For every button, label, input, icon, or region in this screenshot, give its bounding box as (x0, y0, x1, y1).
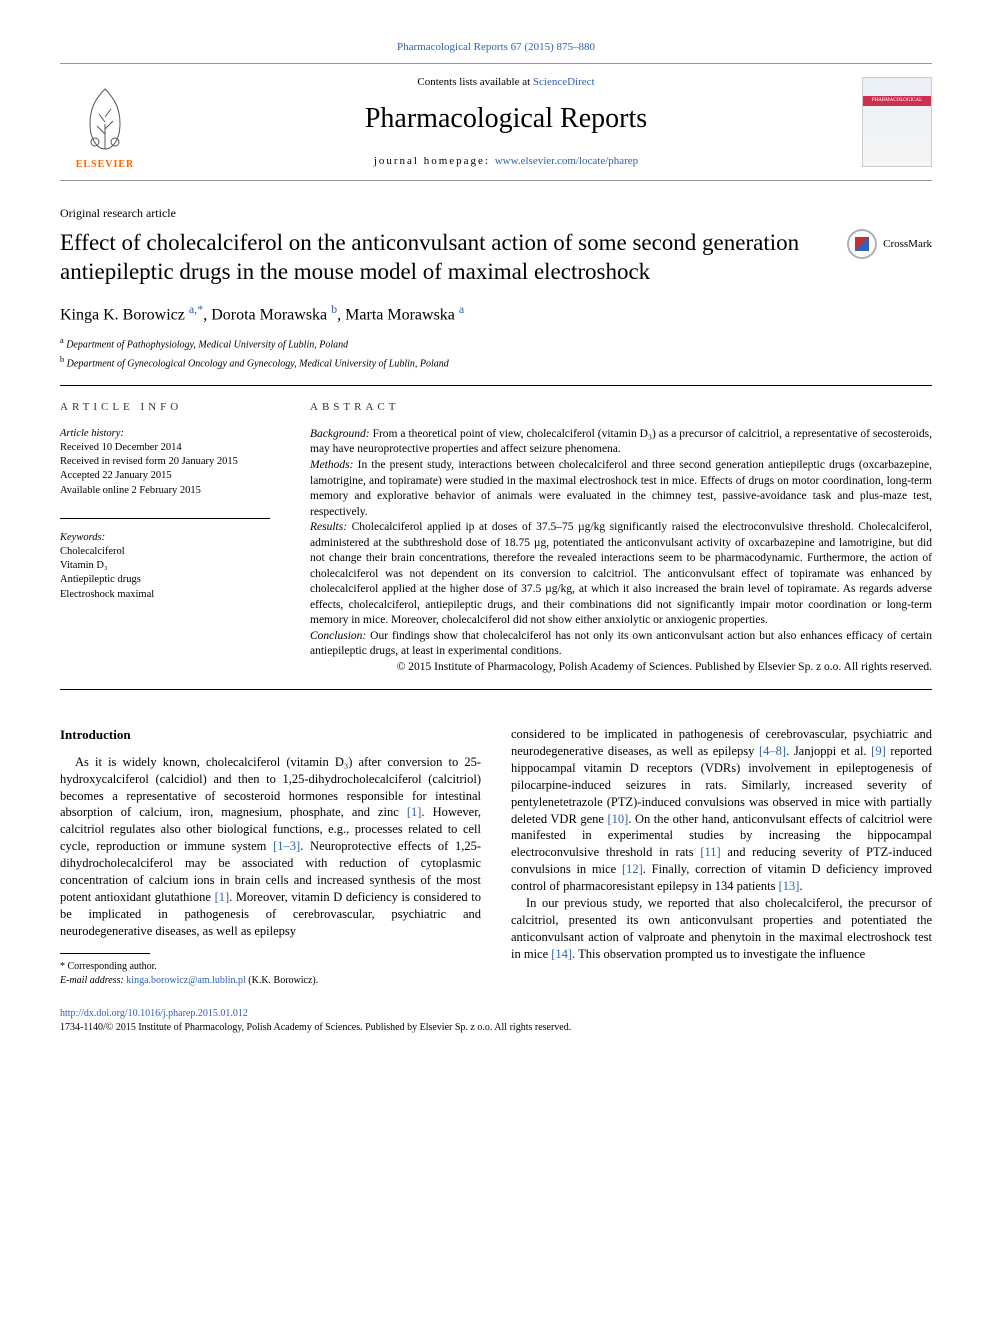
keyword-3: Antiepileptic drugs (60, 573, 270, 587)
keywords: Keywords: Cholecalciferol Vitamin D₃ Ant… (60, 531, 270, 602)
abstract-body: Background: From a theoretical point of … (310, 427, 932, 675)
abs-conclusion-label: Conclusion: (310, 630, 370, 642)
header-citation: Pharmacological Reports 67 (2015) 875–88… (60, 40, 932, 55)
abs-conclusion: Our findings show that cholecalciferol h… (310, 630, 932, 658)
article-info-heading: ARTICLE INFO (60, 400, 270, 415)
introduction-heading: Introduction (60, 726, 481, 744)
abs-copyright: © 2015 Institute of Pharmacology, Polish… (310, 660, 932, 676)
affiliation-b: b Department of Gynecological Oncology a… (60, 354, 932, 371)
keyword-2: Vitamin D₃ (60, 559, 270, 573)
history-revised: Received in revised form 20 January 2015 (60, 455, 270, 469)
email-label: E-mail address: (60, 975, 126, 986)
crossmark-badge[interactable]: CrossMark (847, 229, 932, 259)
elsevier-logo: ELSEVIER (60, 72, 150, 172)
journal-homepage: journal homepage: www.elsevier.com/locat… (150, 154, 862, 169)
corr-email-link[interactable]: kinga.borowicz@am.lublin.pl (126, 975, 245, 986)
divider (60, 689, 932, 690)
ref-link[interactable]: [9] (871, 744, 886, 758)
corresponding-author-note: * Corresponding author. E-mail address: … (60, 960, 481, 987)
keywords-label: Keywords: (60, 531, 270, 545)
elsevier-tree-icon (75, 84, 135, 154)
authors-line: Kinga K. Borowicz a,*, Dorota Morawska b… (60, 301, 932, 326)
body-para-1b: . Janjoppi et al. considered to be impli… (511, 726, 932, 895)
ref-link[interactable]: [1] (215, 890, 230, 904)
crossmark-icon (847, 229, 877, 259)
header-citation-link[interactable]: Pharmacological Reports 67 (2015) 875–88… (397, 41, 595, 53)
cover-bar: PHARMACOLOGICAL (863, 96, 931, 106)
crossmark-label: CrossMark (883, 237, 932, 252)
ref-link[interactable]: [1] (407, 805, 422, 819)
ref-link[interactable]: [13] (779, 879, 800, 893)
body-para-1: As it is widely known, cholecalciferol (… (60, 754, 481, 940)
history-online: Available online 2 February 2015 (60, 484, 270, 498)
homepage-prefix: journal homepage: (374, 155, 495, 167)
ref-link[interactable]: [4–8] (759, 744, 786, 758)
history-accepted: Accepted 22 January 2015 (60, 469, 270, 483)
author-2: , Dorota Morawska (203, 306, 331, 323)
journal-header: ELSEVIER Contents lists available at Sci… (60, 63, 932, 181)
article-history: Article history: Received 10 December 20… (60, 427, 270, 498)
abstract-heading: ABSTRACT (310, 400, 932, 415)
abs-background-label: Background: (310, 428, 373, 440)
body-para-2: In our previous study, we reported that … (511, 895, 932, 963)
contents-available: Contents lists available at ScienceDirec… (150, 75, 862, 90)
abs-methods-label: Methods: (310, 459, 358, 471)
ref-link[interactable]: [1–3] (273, 839, 300, 853)
history-received: Received 10 December 2014 (60, 441, 270, 455)
page-footer: http://dx.doi.org/10.1016/j.pharep.2015.… (60, 1007, 932, 1034)
author-1: Kinga K. Borowicz (60, 306, 189, 323)
contents-prefix: Contents lists available at (417, 76, 532, 88)
corr-label: * Corresponding author. (60, 960, 481, 974)
history-label: Article history: (60, 427, 270, 441)
journal-name: Pharmacological Reports (150, 100, 862, 138)
abs-methods: In the present study, interactions betwe… (310, 459, 932, 518)
divider (60, 518, 270, 519)
article-type: Original research article (60, 205, 932, 221)
abs-background: From a theoretical point of view, cholec… (310, 428, 932, 456)
journal-cover-thumbnail: PHARMACOLOGICAL (862, 77, 932, 167)
ref-link[interactable]: [12] (622, 862, 643, 876)
ref-link[interactable]: [10] (607, 812, 628, 826)
issn-copyright: 1734-1140/© 2015 Institute of Pharmacolo… (60, 1021, 932, 1035)
footnote-rule (60, 953, 150, 954)
divider (60, 385, 932, 386)
author-1-affil[interactable]: a, (189, 302, 197, 316)
doi-link[interactable]: http://dx.doi.org/10.1016/j.pharep.2015.… (60, 1008, 248, 1019)
affiliation-a: a Department of Pathophysiology, Medical… (60, 335, 932, 352)
sciencedirect-link[interactable]: ScienceDirect (533, 76, 595, 88)
ref-link[interactable]: [11] (700, 845, 720, 859)
abs-results-label: Results: (310, 521, 352, 533)
author-3-affil[interactable]: a (459, 302, 464, 316)
elsevier-wordmark: ELSEVIER (76, 158, 135, 172)
article-title: Effect of cholecalciferol on the anticon… (60, 229, 820, 287)
ref-link[interactable]: [14] (551, 947, 572, 961)
email-suffix: (K.K. Borowicz). (246, 975, 318, 986)
abs-results: Cholecalciferol applied ip at doses of 3… (310, 521, 932, 626)
keyword-4: Electroshock maximal (60, 588, 270, 602)
homepage-link[interactable]: www.elsevier.com/locate/pharep (495, 155, 638, 167)
keyword-1: Cholecalciferol (60, 545, 270, 559)
author-3: , Marta Morawska (337, 306, 459, 323)
